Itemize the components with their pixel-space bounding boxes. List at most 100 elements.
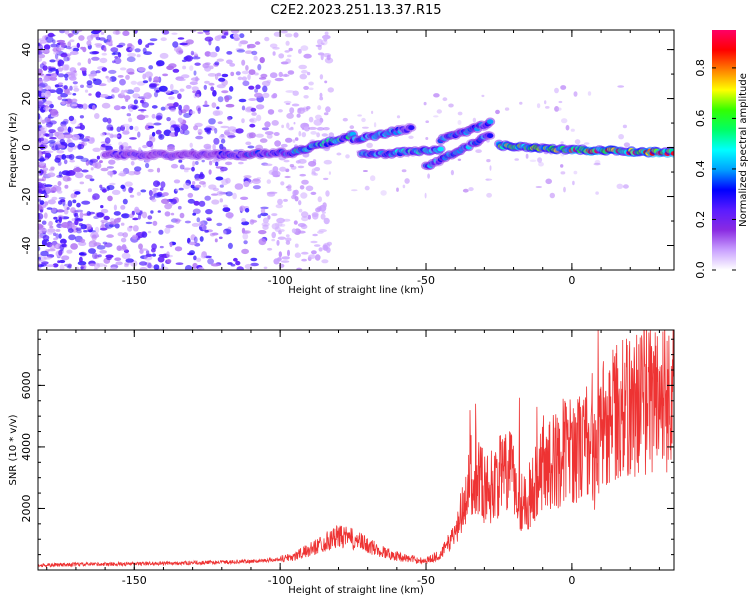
spectrogram-speckle (204, 51, 211, 57)
spectrogram-speckle (39, 161, 45, 167)
spectrogram-speckle (240, 196, 249, 200)
spectrogram-speckle (190, 77, 200, 82)
spectrogram-speckle (572, 180, 575, 186)
spectrogram-speckle (145, 162, 150, 169)
spectrogram-speckle (194, 177, 202, 182)
spectrogram-speckle (153, 122, 162, 126)
spectrogram-speckle (230, 30, 240, 34)
spectrogram-speckle (54, 84, 60, 88)
spectrogram-speckle (106, 166, 114, 169)
spectrogram-speckle (81, 138, 90, 142)
spectrogram-speckle (280, 181, 285, 186)
spectrogram-speckle (58, 145, 66, 149)
spectrogram-speckle (208, 160, 213, 166)
spectrogram-speckle (43, 256, 52, 260)
spectrogram-speckle (56, 150, 65, 154)
spectrogram-speckle (247, 43, 256, 49)
spectrogram-speckle (219, 198, 223, 203)
spectrogram-speckle (38, 264, 45, 268)
spectrogram-speckle (322, 127, 330, 131)
spectrogram-speckle (47, 66, 52, 70)
spectrogram-speckle (291, 103, 300, 107)
spectrogram-speckle (153, 192, 162, 198)
spectrogram-speckle (315, 114, 322, 120)
spectrogram-speckle (366, 142, 373, 148)
spectrogram-speckle (303, 85, 309, 90)
spectrogram-speckle (50, 43, 58, 48)
spectrogram-speckle (167, 146, 175, 152)
spectrogram-speckle (182, 65, 187, 70)
spectrogram-speckle (262, 224, 269, 230)
spectrogram-speckle (210, 86, 215, 91)
spectrogram-speckle (159, 52, 169, 59)
spectrogram-speckle (191, 222, 200, 227)
spectrogram-speckle (101, 52, 108, 56)
spectrogram-speckle (239, 40, 249, 45)
spectrogram-speckle (306, 107, 309, 112)
spectrogram-speckle (280, 260, 290, 263)
spectrogram-speckle (78, 35, 85, 41)
spectrogram-speckle (225, 161, 233, 166)
spectrogram-speckle (48, 168, 55, 172)
spectrogram-speckle (316, 132, 320, 138)
spectrogram-speckle (560, 171, 566, 175)
snr-x-axis-label: Height of straight line (km) (288, 585, 424, 596)
spectrogram-speckle (170, 89, 179, 94)
spectrogram-speckle (215, 161, 219, 167)
spectrogram-speckle (178, 187, 184, 191)
spectrogram-speckle (69, 76, 77, 81)
spectrogram-speckle (310, 240, 318, 244)
spectrogram-speckle (55, 243, 59, 249)
spectrogram-speckle (193, 255, 197, 261)
spectrogram-speckle (202, 63, 210, 69)
spectrogram-speckle (57, 95, 63, 101)
spectrogram-speckle (126, 89, 135, 94)
spectrogram-speckle (196, 93, 200, 98)
spectrogram-speckle (245, 141, 252, 146)
spectrogram-speckle (276, 217, 285, 224)
spectrogram-speckle (66, 265, 72, 269)
spectrogram-speckle (318, 247, 323, 252)
spectrogram-speckle (178, 117, 184, 124)
spectrogram-speckle (96, 212, 104, 218)
spectrogram-speckle (49, 225, 54, 229)
spectrogram-speckle (166, 251, 170, 258)
spectrogram-speckle (129, 137, 137, 140)
spectrogram-speckle (164, 105, 169, 110)
spectrogram-speckle (204, 65, 212, 72)
spectrogram-speckle (301, 211, 309, 218)
spectrogram-speckle (63, 73, 69, 79)
spectrogram-ridge-core (408, 125, 415, 131)
spectrogram-speckle (164, 227, 171, 234)
spectrogram-speckle (433, 93, 440, 98)
spectrogram-speckle (125, 258, 134, 263)
spectrogram-speckle (177, 78, 186, 82)
spectrogram-speckle (311, 168, 316, 175)
spectrogram-speckle (214, 61, 220, 66)
spectrogram-speckle (306, 71, 311, 76)
spectrogram-speckle (227, 135, 236, 138)
spectrogram-speckle (208, 82, 215, 86)
spectrogram-speckle (457, 111, 463, 116)
spectrogram-speckle (60, 121, 69, 125)
spectrogram-speckle (45, 264, 55, 268)
spectrogram-speckle (286, 122, 290, 129)
spectrogram-speckle (161, 30, 170, 35)
spectrogram-speckle (311, 250, 317, 255)
spectrogram-speckle (74, 191, 81, 195)
spectrogram-speckle (149, 38, 158, 42)
spectrogram-speckle (58, 249, 63, 256)
spectrogram-speckle (262, 92, 270, 99)
spectrogram-speckle (561, 118, 568, 124)
spectrogram-speckle (285, 40, 290, 46)
spectrogram-speckle (201, 159, 205, 163)
spectrogram-speckle (278, 53, 285, 59)
spectrogram-speckle (164, 211, 171, 217)
spectrogram-speckle (545, 178, 552, 185)
spectrogram-speckle (194, 184, 202, 189)
spectrogram-speckle (120, 89, 125, 96)
spectrogram-speckle (242, 231, 249, 234)
spectrogram-speckle (468, 187, 474, 192)
spectrogram-speckle (86, 40, 92, 46)
spectrogram-speckle (170, 198, 177, 205)
